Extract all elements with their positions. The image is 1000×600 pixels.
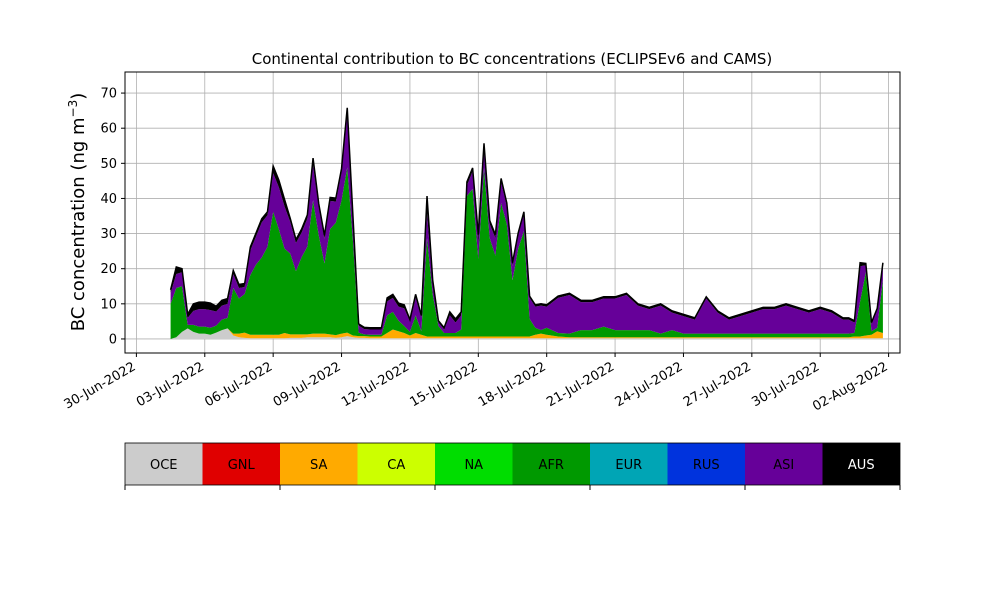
y-tick-label: 60	[100, 122, 117, 137]
legend-label-eur: EUR	[615, 458, 642, 473]
legend-frame	[124, 442, 901, 486]
colorbar-legend: OCE GNL SA CA NA AFR EUR RUS ASI AUS	[124, 442, 901, 490]
area-afr	[170, 167, 883, 339]
area-oce	[170, 328, 883, 339]
legend-swatch-ca	[357, 443, 435, 485]
legend-label-aus: AUS	[848, 458, 875, 473]
y-tick-label: 70	[100, 87, 117, 102]
chart-title: Continental contribution to BC concentra…	[252, 50, 773, 68]
legend-label-oce: OCE	[150, 458, 178, 473]
x-tick-label: 03-Jul-2022	[134, 359, 207, 410]
y-axis-label-main: BC concentration (ng m	[68, 117, 89, 331]
y-tick-label: 40	[100, 192, 117, 207]
area-sa	[170, 328, 883, 339]
y-tick-label: 50	[100, 157, 117, 172]
legend-label-afr: AFR	[539, 458, 564, 473]
legend-swatch-na	[435, 443, 513, 485]
legend-swatch-gnl	[202, 443, 280, 485]
legend-label-na: NA	[464, 458, 483, 473]
x-tick-label: 24-Jul-2022	[613, 359, 686, 410]
y-tick-label: 20	[100, 262, 117, 277]
legend-label-ca: CA	[387, 458, 405, 473]
y-axis-label: BC concentration (ng m−3)	[66, 93, 89, 332]
legend-label-asi: ASI	[773, 458, 794, 473]
x-tick-label: 06-Jul-2022	[202, 359, 275, 410]
legend-swatch-afr	[512, 443, 590, 485]
total-outline	[169, 107, 884, 330]
area-asi	[170, 114, 883, 335]
x-tick-label: 30-Jun-2022	[62, 359, 139, 412]
legend-swatch-sa	[280, 443, 358, 485]
y-tick-label: 0	[109, 332, 117, 347]
legend-swatch-aus	[822, 443, 900, 485]
legend-swatch-oce	[125, 443, 203, 485]
x-tick-label: 02-Aug-2022	[810, 359, 890, 414]
plot-area: 0 10 20 30 40 50 60 70 30-Jun-202203-Jul-202206-…	[62, 71, 901, 415]
y-tick-label: 30	[100, 227, 117, 242]
x-tick-label: 21-Jul-2022	[544, 359, 617, 410]
y-axis-label-end: )	[68, 93, 89, 100]
legend-label-gnl: GNL	[228, 458, 256, 473]
x-tick-label: 15-Jul-2022	[407, 359, 480, 410]
legend-label-sa: SA	[310, 458, 327, 473]
x-tick-label: 27-Jul-2022	[681, 359, 754, 410]
legend-label-rus: RUS	[693, 458, 720, 473]
x-tick-label: 18-Jul-2022	[476, 359, 549, 410]
y-axis-label-superscript: −3	[66, 100, 80, 118]
legend-swatch-rus	[667, 443, 745, 485]
y-tick-label: 10	[100, 297, 117, 312]
legend-swatch-asi	[745, 443, 823, 485]
axes-frame	[124, 71, 901, 354]
x-tick-label: 09-Jul-2022	[271, 359, 344, 410]
x-tick-label: 12-Jul-2022	[339, 359, 412, 410]
legend-swatch-eur	[590, 443, 668, 485]
